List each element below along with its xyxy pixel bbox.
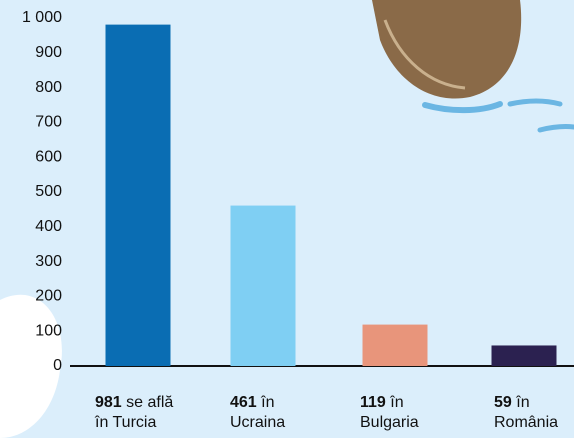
y-tick-label: 200 — [35, 288, 62, 305]
y-tick-label: 300 — [35, 253, 62, 270]
turtle-shell-edge — [383, 19, 466, 90]
category-label: 59 în România — [494, 393, 574, 433]
category-text: se află în Turcia — [95, 394, 174, 431]
wave — [537, 124, 574, 133]
category-label: 461 în Ucraina — [230, 393, 326, 433]
background-blob — [0, 294, 62, 438]
value-label: 119 — [360, 394, 386, 411]
turtle-shell — [372, 0, 522, 99]
wave — [507, 98, 563, 107]
bar — [105, 24, 171, 366]
category-label: 119 în Bulgaria — [360, 393, 456, 433]
y-tick-label: 0 — [53, 357, 62, 374]
category-text: în Ucraina — [230, 394, 286, 431]
wave — [422, 101, 503, 114]
category-text: în România — [494, 394, 559, 431]
y-tick-label: 700 — [35, 114, 62, 131]
y-tick-label: 500 — [35, 183, 62, 200]
value-label: 461 — [230, 394, 257, 411]
bar — [491, 345, 557, 366]
y-tick-label: 400 — [35, 218, 62, 235]
bar — [230, 205, 296, 366]
category-label: 981 se află în Turcia — [95, 393, 191, 433]
bar — [362, 324, 428, 366]
value-label: 981 — [95, 394, 122, 411]
y-tick-label: 100 — [35, 322, 62, 339]
y-tick-label: 900 — [35, 44, 62, 61]
y-tick-label: 600 — [35, 148, 62, 165]
y-tick-label: 800 — [35, 79, 62, 96]
value-label: 59 — [494, 394, 512, 411]
y-tick-label: 1 000 — [22, 9, 62, 26]
category-text: în Bulgaria — [360, 394, 419, 431]
